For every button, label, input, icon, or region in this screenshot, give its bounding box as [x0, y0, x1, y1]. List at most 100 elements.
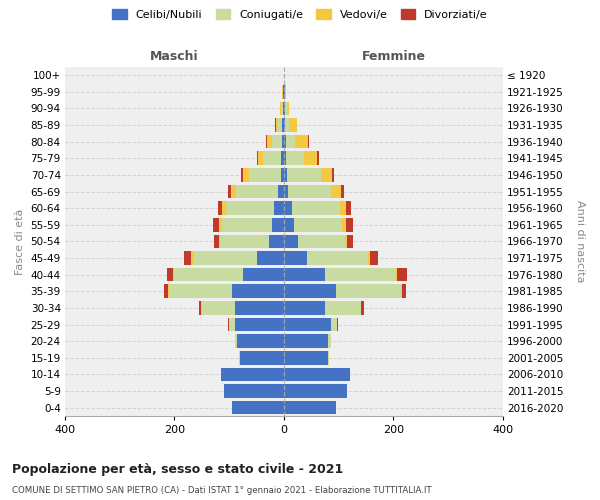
Bar: [331, 318, 337, 332]
Bar: [219, 234, 220, 248]
Bar: [401, 284, 406, 298]
Bar: [232, 401, 284, 414]
Bar: [284, 102, 285, 115]
Bar: [396, 268, 397, 281]
Bar: [267, 135, 272, 148]
Bar: [287, 102, 289, 115]
Bar: [276, 118, 278, 132]
Bar: [284, 268, 325, 281]
Bar: [257, 251, 284, 265]
Bar: [317, 152, 319, 165]
Bar: [173, 268, 175, 281]
Bar: [287, 168, 320, 181]
Bar: [175, 268, 243, 281]
Bar: [239, 351, 240, 364]
Bar: [397, 268, 407, 281]
Bar: [272, 135, 282, 148]
Bar: [294, 218, 342, 232]
Bar: [281, 152, 284, 165]
Bar: [284, 202, 292, 215]
Bar: [285, 102, 287, 115]
Bar: [232, 284, 284, 298]
Legend: Celibi/Nubili, Coniugati/e, Vedovi/e, Divorziati/e: Celibi/Nubili, Coniugati/e, Vedovi/e, Di…: [109, 6, 491, 23]
Bar: [346, 202, 351, 215]
Text: Maschi: Maschi: [150, 50, 199, 64]
Bar: [282, 135, 284, 148]
Bar: [286, 135, 295, 148]
Bar: [240, 351, 284, 364]
Bar: [361, 301, 364, 314]
Bar: [284, 135, 286, 148]
Bar: [184, 251, 191, 265]
Bar: [345, 234, 347, 248]
Bar: [332, 168, 334, 181]
Bar: [284, 401, 336, 414]
Bar: [226, 202, 274, 215]
Bar: [331, 184, 341, 198]
Bar: [284, 234, 298, 248]
Y-axis label: Anni di nascita: Anni di nascita: [575, 200, 585, 282]
Bar: [202, 301, 235, 314]
Bar: [346, 218, 353, 232]
Bar: [289, 184, 331, 198]
Y-axis label: Fasce di età: Fasce di età: [15, 208, 25, 274]
Bar: [284, 284, 336, 298]
Bar: [280, 102, 281, 115]
Bar: [236, 184, 278, 198]
Bar: [266, 135, 267, 148]
Text: Femmine: Femmine: [361, 50, 425, 64]
Bar: [235, 318, 284, 332]
Bar: [283, 102, 284, 115]
Bar: [228, 318, 229, 332]
Bar: [295, 135, 308, 148]
Bar: [249, 168, 281, 181]
Bar: [269, 234, 284, 248]
Bar: [284, 184, 289, 198]
Bar: [307, 251, 368, 265]
Text: Popolazione per età, sesso e stato civile - 2021: Popolazione per età, sesso e stato civil…: [12, 462, 343, 475]
Bar: [235, 301, 284, 314]
Bar: [191, 251, 194, 265]
Bar: [214, 234, 219, 248]
Bar: [281, 168, 284, 181]
Bar: [284, 334, 328, 348]
Bar: [283, 118, 284, 132]
Bar: [164, 284, 168, 298]
Bar: [221, 368, 284, 381]
Bar: [289, 118, 297, 132]
Bar: [342, 218, 346, 232]
Bar: [320, 168, 332, 181]
Bar: [285, 118, 289, 132]
Bar: [281, 102, 283, 115]
Bar: [341, 184, 344, 198]
Bar: [298, 234, 345, 248]
Bar: [257, 152, 258, 165]
Bar: [272, 218, 284, 232]
Bar: [328, 334, 331, 348]
Bar: [286, 152, 304, 165]
Bar: [263, 152, 281, 165]
Bar: [229, 318, 235, 332]
Bar: [224, 384, 284, 398]
Bar: [241, 168, 244, 181]
Bar: [278, 118, 283, 132]
Bar: [292, 202, 340, 215]
Bar: [274, 202, 284, 215]
Bar: [168, 284, 169, 298]
Bar: [231, 184, 236, 198]
Bar: [214, 218, 219, 232]
Bar: [284, 118, 285, 132]
Bar: [227, 184, 231, 198]
Bar: [222, 202, 226, 215]
Bar: [169, 284, 232, 298]
Bar: [284, 168, 287, 181]
Bar: [284, 368, 350, 381]
Bar: [370, 251, 378, 265]
Bar: [325, 268, 396, 281]
Bar: [340, 202, 346, 215]
Bar: [284, 251, 307, 265]
Bar: [284, 218, 294, 232]
Bar: [194, 251, 257, 265]
Bar: [285, 85, 286, 98]
Bar: [238, 334, 284, 348]
